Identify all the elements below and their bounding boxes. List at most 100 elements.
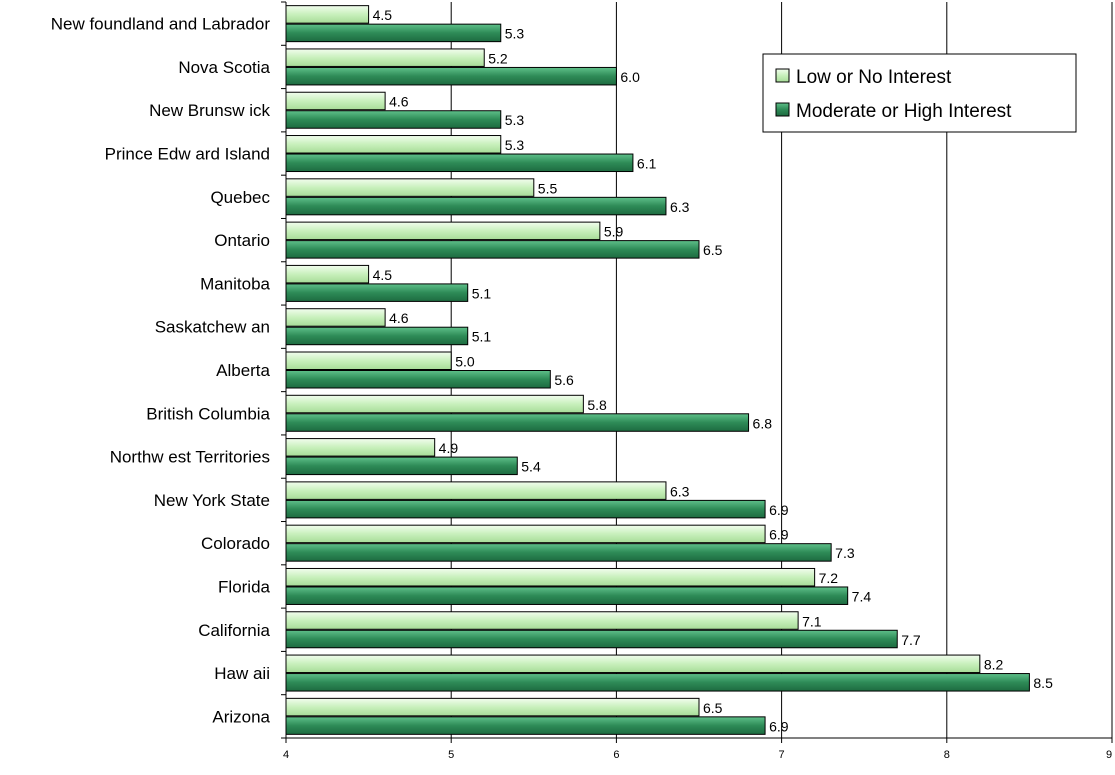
category-label: Colorado (201, 534, 270, 553)
data-label: 7.7 (901, 632, 921, 648)
bar-moderate-high-interest (285, 456, 518, 476)
bar-low-interest (285, 91, 386, 111)
x-tick-label: 6 (613, 749, 619, 761)
legend-swatch (775, 68, 790, 83)
bar-moderate-high-interest (285, 586, 849, 605)
data-label: 6.9 (769, 527, 789, 543)
data-label: 5.2 (488, 50, 508, 66)
data-label: 6.9 (769, 718, 789, 734)
category-label: Quebec (210, 188, 270, 207)
data-label: 6.5 (703, 700, 723, 716)
data-label: 5.1 (472, 329, 492, 345)
bar-moderate-high-interest (285, 499, 766, 519)
category-label: California (198, 621, 270, 640)
bar-low-interest (285, 567, 816, 587)
category-label: Alberta (216, 361, 270, 380)
data-label: 8.5 (1033, 675, 1053, 691)
labels: New foundland and Labrador 4.5 5.3 Nova Sco… (51, 7, 1053, 734)
data-label: 6.8 (753, 415, 773, 431)
bar-moderate-high-interest (285, 673, 1030, 692)
data-label: 6.5 (703, 242, 723, 258)
data-label: 5.0 (455, 354, 475, 370)
bar-low-interest (285, 524, 766, 544)
data-label: 4.9 (439, 440, 459, 456)
category-label: Manitoba (200, 274, 270, 293)
data-label: 4.5 (373, 267, 393, 283)
data-label: 5.3 (505, 137, 525, 153)
category-label: Prince Edw ard Island (105, 145, 270, 164)
x-tick-label: 7 (779, 749, 785, 761)
category-label: British Columbia (146, 404, 270, 423)
data-label: 7.3 (835, 545, 855, 561)
data-label: 6.9 (769, 502, 789, 518)
bar-moderate-high-interest (285, 240, 700, 259)
data-label: 5.3 (505, 112, 525, 128)
bar-low-interest (285, 351, 452, 370)
bars (285, 5, 1030, 735)
x-tick-label: 8 (944, 749, 950, 761)
data-label: 7.4 (852, 588, 872, 604)
x-tick-label: 9 (1106, 749, 1112, 761)
bar-moderate-high-interest (285, 370, 551, 389)
bar-moderate-high-interest (285, 413, 750, 432)
data-label: 7.1 (802, 613, 822, 629)
bar-low-interest (285, 48, 485, 67)
legend-swatch (775, 102, 790, 117)
data-label: 5.4 (521, 459, 541, 475)
data-label: 4.6 (389, 310, 409, 326)
category-label: Florida (218, 577, 271, 596)
data-label: 6.0 (620, 69, 640, 85)
bar-low-interest (285, 654, 981, 674)
category-label: Nova Scotia (178, 58, 270, 77)
bar-low-interest (285, 481, 667, 500)
data-label: 7.2 (819, 570, 839, 586)
data-label: 5.5 (538, 180, 558, 196)
x-tick-label: 4 (283, 749, 289, 761)
bar-moderate-high-interest (285, 153, 634, 173)
category-label: Ontario (214, 231, 270, 250)
category-label: Northw est Territories (110, 448, 270, 467)
data-label: 5.9 (604, 224, 624, 240)
bar-moderate-high-interest (285, 23, 502, 43)
bar-moderate-high-interest (285, 110, 502, 129)
bar-low-interest (285, 264, 370, 284)
axes: 4 5 6 7 8 9 (281, 1, 1113, 761)
bar-moderate-high-interest (285, 66, 617, 86)
bar-low-interest (285, 221, 601, 241)
category-label: New York State (154, 491, 270, 510)
category-label: Saskatchew an (155, 318, 270, 337)
data-label: 5.8 (587, 397, 607, 413)
legend-box (762, 53, 1077, 133)
bar-moderate-high-interest (285, 716, 766, 735)
data-label: 6.1 (637, 156, 657, 172)
legend-entry: Low or No Interest (796, 67, 952, 88)
bar-moderate-high-interest (285, 283, 469, 302)
category-label: New Brunsw ick (149, 101, 270, 120)
bar-low-interest (285, 394, 584, 414)
data-label: 4.6 (389, 94, 409, 110)
data-label: 5.3 (505, 26, 525, 42)
category-label: Arizona (212, 707, 270, 726)
category-label: Haw aii (214, 664, 270, 683)
bar-low-interest (285, 5, 370, 24)
bar-low-interest (285, 611, 799, 630)
bar-moderate-high-interest (285, 543, 832, 562)
bar-moderate-high-interest (285, 196, 667, 216)
bar-low-interest (285, 438, 436, 457)
bar-moderate-high-interest (285, 629, 898, 649)
data-label: 5.6 (554, 372, 574, 388)
bar-low-interest (285, 178, 535, 197)
bar-low-interest (285, 697, 700, 717)
bar-moderate-high-interest (285, 326, 469, 346)
data-label: 6.3 (670, 199, 690, 215)
legend-entry: Moderate or High Interest (796, 101, 1012, 122)
data-label: 4.5 (373, 7, 393, 23)
bar-low-interest (285, 135, 502, 154)
legend: Low or No Interest Moderate or High Inter… (762, 53, 1077, 133)
data-label: 6.3 (670, 483, 690, 499)
data-label: 5.1 (472, 285, 492, 301)
bar-low-interest (285, 308, 386, 327)
category-label: New foundland and Labrador (51, 15, 271, 34)
